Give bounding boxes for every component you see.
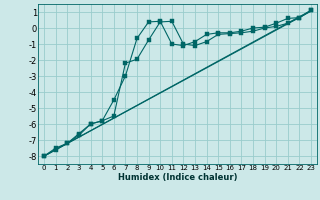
X-axis label: Humidex (Indice chaleur): Humidex (Indice chaleur) bbox=[118, 173, 237, 182]
